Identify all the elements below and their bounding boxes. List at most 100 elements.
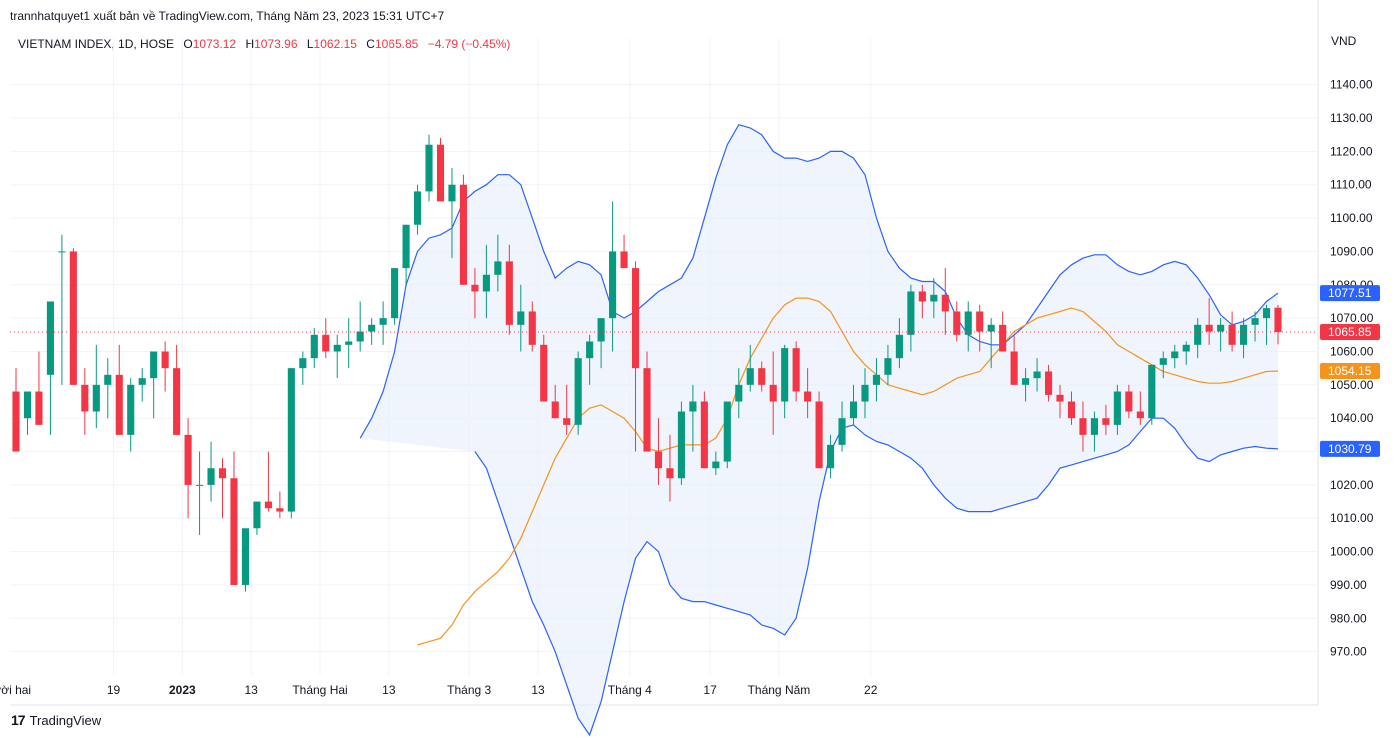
x-tick-label: Tháng 4 xyxy=(608,683,652,697)
candle-body xyxy=(999,325,1006,352)
candle-body xyxy=(1102,418,1109,425)
candle-body xyxy=(368,325,375,332)
candle-body xyxy=(620,251,627,268)
candle-body xyxy=(196,485,203,486)
candle-body xyxy=(747,368,754,385)
upper-band-price-label: 1077.51 xyxy=(1328,286,1372,300)
candle-body xyxy=(506,261,513,324)
candle-body xyxy=(735,385,742,402)
candle-body xyxy=(666,468,673,478)
candle-body xyxy=(689,402,696,412)
candle-body xyxy=(173,368,180,435)
candle-body xyxy=(265,502,272,509)
y-tick-label: 1100.00 xyxy=(1330,211,1373,225)
candle-body xyxy=(988,325,995,332)
candle-body xyxy=(678,412,685,479)
candle-body xyxy=(116,375,123,435)
candle-body xyxy=(1137,412,1144,419)
y-tick-label: 1060.00 xyxy=(1330,344,1374,358)
x-tick-label: 2023 xyxy=(169,683,196,697)
basis-price-label: 1054.15 xyxy=(1328,364,1372,378)
y-tick-label: 1140.00 xyxy=(1330,78,1373,92)
tradingview-brand-name: TradingView xyxy=(30,713,102,728)
candle-body xyxy=(609,251,616,318)
candle-body xyxy=(953,311,960,334)
candle-body xyxy=(24,392,31,419)
candle-body xyxy=(357,331,364,341)
candle-body xyxy=(1022,378,1029,385)
candle-body xyxy=(47,301,54,374)
candle-body xyxy=(345,341,352,344)
candle-body xyxy=(919,291,926,301)
candle-body xyxy=(724,402,731,462)
candle-body xyxy=(907,291,914,334)
y-tick-label: 1070.00 xyxy=(1330,311,1374,325)
candle-body xyxy=(380,318,387,325)
candle-body xyxy=(838,418,845,445)
candle-body xyxy=(334,345,341,352)
candle-body xyxy=(391,268,398,318)
y-tick-label: 1040.00 xyxy=(1330,411,1374,425)
candle-body xyxy=(93,385,100,412)
y-tick-label: 970.00 xyxy=(1330,645,1367,659)
candle-body xyxy=(1056,395,1063,402)
candle-body xyxy=(701,402,708,469)
x-tick-label: Tháng Năm xyxy=(748,683,811,697)
candle-body xyxy=(1194,325,1201,345)
candle-body xyxy=(139,378,146,385)
candle-body xyxy=(1114,392,1121,425)
tradingview-logo[interactable]: 17 TradingView xyxy=(11,712,101,728)
y-tick-label: 1020.00 xyxy=(1330,478,1374,492)
candle-body xyxy=(1240,325,1247,345)
candle-body xyxy=(643,368,650,451)
candle-body xyxy=(1263,308,1270,318)
y-tick-label: 980.00 xyxy=(1330,611,1367,625)
candle-body xyxy=(1217,325,1224,332)
x-tick-label: 13 xyxy=(245,683,259,697)
candle-body xyxy=(896,335,903,358)
candle-body xyxy=(425,145,432,192)
candle-body xyxy=(976,311,983,331)
candle-body xyxy=(276,508,283,511)
candle-body xyxy=(884,358,891,375)
candle-body xyxy=(322,335,329,352)
candle-body xyxy=(1148,365,1155,418)
candle-body xyxy=(861,385,868,402)
candle-body xyxy=(483,275,490,292)
tradingview-logo-icon: 17 xyxy=(11,712,25,728)
candle-body xyxy=(1160,358,1167,365)
candle-body xyxy=(850,402,857,419)
candle-body xyxy=(162,351,169,368)
candle-body xyxy=(873,375,880,385)
candle-body xyxy=(58,251,65,252)
candle-body xyxy=(1183,345,1190,352)
x-tick-label: Tháng 3 xyxy=(447,683,491,697)
candle-body xyxy=(758,368,765,385)
candle-body xyxy=(242,528,249,585)
candle-body xyxy=(1034,372,1041,379)
candle-body xyxy=(403,225,410,268)
candle-body xyxy=(1274,308,1281,332)
candle-body xyxy=(35,392,42,425)
candle-body xyxy=(448,185,455,202)
y-tick-label: 1000.00 xyxy=(1330,545,1374,559)
candle-body xyxy=(207,468,214,485)
x-tick-label: ng Mười hai xyxy=(0,683,31,697)
candle-body xyxy=(1171,351,1178,358)
candle-body xyxy=(299,358,306,368)
candle-body xyxy=(575,358,582,425)
candle-body xyxy=(563,418,570,425)
candle-body xyxy=(712,462,719,469)
candle-body xyxy=(816,402,823,469)
candle-body xyxy=(219,468,226,478)
candle-body xyxy=(540,345,547,402)
candle-body xyxy=(1091,418,1098,435)
y-tick-label: 1090.00 xyxy=(1330,244,1374,258)
x-tick-label: Tháng Hai xyxy=(292,683,347,697)
x-tick-label: 19 xyxy=(107,683,121,697)
candle-body xyxy=(81,385,88,412)
candle-body xyxy=(150,351,157,378)
candle-body xyxy=(460,185,467,285)
x-tick-label: 13 xyxy=(531,683,545,697)
